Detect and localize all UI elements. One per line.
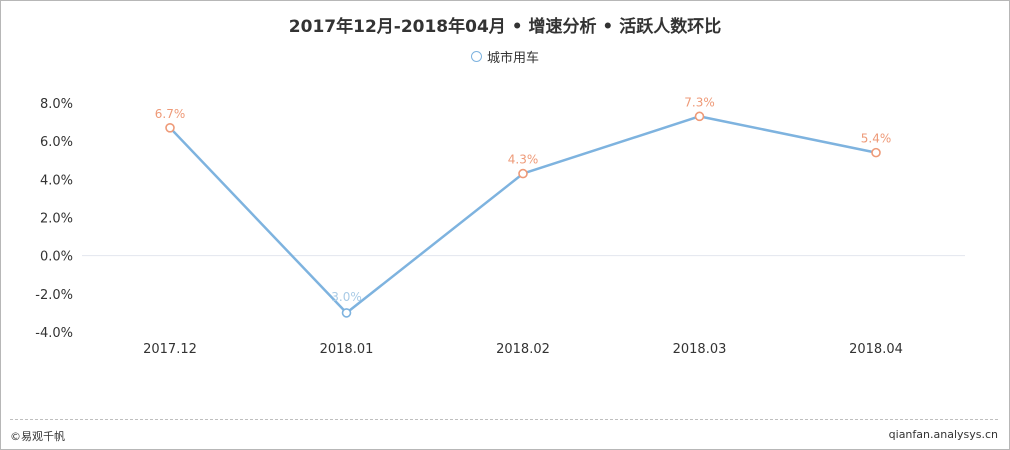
x-tick-label: 2018.03 — [673, 342, 727, 357]
legend-circle-icon — [470, 51, 482, 62]
y-tick-label: 6.0% — [40, 135, 73, 150]
x-tick-label: 2018.01 — [320, 342, 374, 357]
data-point — [341, 308, 352, 318]
data-point — [694, 111, 705, 122]
data-label: 5.4% — [861, 132, 892, 146]
data-label: 4.3% — [508, 153, 539, 167]
data-label: 3.0% — [331, 290, 362, 304]
y-tick-label: -2.0% — [35, 288, 73, 303]
series-city-car: 6.7% 3.0% 4.3% 7.3% 5.4% — [155, 95, 892, 318]
series-line — [169, 115, 877, 315]
footer-divider — [10, 419, 998, 420]
footer-source-url: qianfan.analysys.cn — [888, 428, 998, 441]
data-point — [518, 168, 528, 179]
data-point — [165, 123, 175, 133]
x-tick-label: 2017.12 — [143, 342, 197, 357]
x-axis: 2017.12 2018.01 2018.02 2018.03 2018.04 — [143, 342, 903, 357]
y-tick-label: 4.0% — [40, 173, 73, 188]
y-tick-label: 2.0% — [40, 212, 73, 227]
y-axis: 8.0% 6.0% 4.0% 2.0% 0.0% -2.0% -4.0% — [35, 97, 965, 341]
y-tick-label: 0.0% — [40, 250, 73, 265]
data-label: 7.3% — [684, 95, 715, 109]
data-point — [871, 147, 881, 158]
data-label: 6.7% — [155, 107, 186, 121]
x-tick-label: 2018.04 — [849, 342, 903, 357]
y-tick-label: 8.0% — [40, 97, 73, 112]
y-tick-label: -4.0% — [35, 326, 73, 341]
chart-legend: 城市用车 — [0, 47, 1010, 66]
line-chart: 8.0%6.0%4.0%2.0%0.0%-2.0%-4.0% 2017.12 20… — [35, 95, 965, 357]
x-tick-label: 2018.02 — [496, 342, 550, 357]
legend-item-city-car[interactable]: 城市用车 — [470, 47, 539, 66]
footer-copyright: ©易观千帆 — [10, 430, 65, 443]
chart-title: 2017年12月-2018年04月 • 增速分析 • 活跃人数环比 — [288, 17, 722, 37]
legend-label: 城市用车 — [486, 51, 539, 66]
